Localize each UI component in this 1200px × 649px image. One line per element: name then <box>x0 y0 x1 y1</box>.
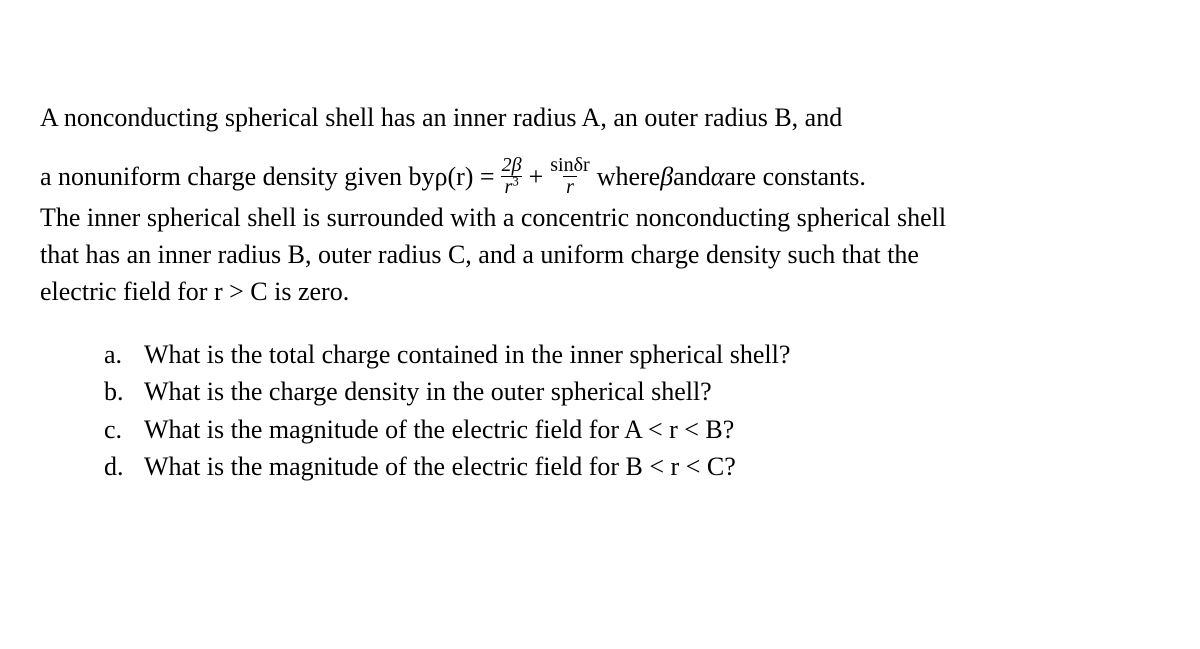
fraction-2: sinδr r <box>547 155 592 198</box>
frac2-num-text: sinδr <box>550 154 589 176</box>
page: A nonconducting spherical shell has an i… <box>0 0 1200 526</box>
plus-sign: + <box>529 159 544 194</box>
question-letter: c. <box>104 412 130 447</box>
question-d: d. What is the magnitude of the electric… <box>104 449 1160 484</box>
question-b: b. What is the charge density in the out… <box>104 374 1160 409</box>
questions-list: a. What is the total charge contained in… <box>104 337 1160 483</box>
fraction-1: 2β r3 <box>499 155 525 198</box>
rho-expr-prefix: ρ(r) = <box>434 159 494 194</box>
alpha-symbol: α <box>711 159 725 194</box>
intro-line-1: A nonconducting spherical shell has an i… <box>40 100 1160 135</box>
question-c: c. What is the magnitude of the electric… <box>104 412 1160 447</box>
line2-post-b: are constants. <box>724 159 866 194</box>
beta-symbol: β <box>660 159 673 194</box>
question-text: What is the magnitude of the electric fi… <box>144 449 736 484</box>
question-text: What is the magnitude of the electric fi… <box>144 412 734 447</box>
line2-and: and <box>673 159 711 194</box>
fraction-2-num: sinδr <box>547 155 592 176</box>
intro-line-4: that has an inner radius B, outer radius… <box>40 237 1160 272</box>
intro-line-2: a nonuniform charge density given by ρ(r… <box>40 155 1160 198</box>
frac1-den-exp: 3 <box>512 173 519 188</box>
problem-statement: A nonconducting spherical shell has an i… <box>40 100 1160 309</box>
fraction-2-den: r <box>563 176 577 198</box>
fraction-1-den: r3 <box>501 176 521 198</box>
question-text: What is the charge density in the outer … <box>144 374 712 409</box>
line2-post-a: where <box>597 159 661 194</box>
intro-line-3: The inner spherical shell is surrounded … <box>40 200 1160 235</box>
intro-line-5: electric field for r > C is zero. <box>40 274 1160 309</box>
question-letter: a. <box>104 337 130 372</box>
intro-line2-pre: a nonuniform charge density given by <box>40 159 434 194</box>
question-letter: d. <box>104 449 130 484</box>
question-text: What is the total charge contained in th… <box>144 337 790 372</box>
question-a: a. What is the total charge contained in… <box>104 337 1160 372</box>
question-letter: b. <box>104 374 130 409</box>
